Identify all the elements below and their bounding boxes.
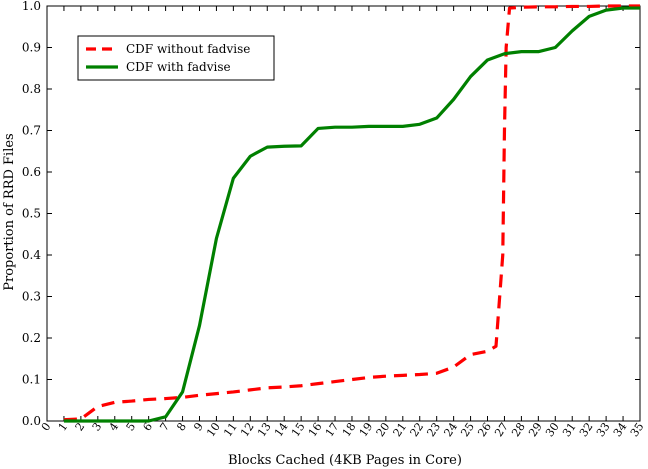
- x-tick-label: 30: [543, 420, 562, 439]
- x-tick-label: 14: [272, 420, 291, 439]
- y-tick-label: 0.5: [22, 207, 41, 221]
- y-tick-label: 1.0: [22, 0, 41, 13]
- x-tick-label: 32: [577, 420, 596, 439]
- x-tick-label: 8: [174, 420, 189, 433]
- x-tick-label: 29: [526, 420, 545, 439]
- x-tick-label: 11: [221, 420, 240, 439]
- y-axis-label: Proportion of RRD Files: [2, 133, 17, 290]
- y-tick-label: 0.2: [22, 331, 41, 345]
- y-tick-label: 0.8: [22, 82, 41, 96]
- y-tick-label: 0.9: [22, 41, 41, 55]
- x-tick-label: 20: [374, 420, 393, 439]
- x-tick-label: 21: [391, 420, 410, 439]
- x-tick-label: 10: [204, 420, 223, 439]
- x-tick-label: 24: [441, 420, 460, 439]
- x-tick-label: 35: [628, 420, 647, 439]
- x-tick-label: 31: [560, 420, 579, 439]
- series-line-1: [63, 4, 640, 422]
- series-line-2: [63, 6, 640, 423]
- legend-box: [77, 35, 275, 81]
- y-tick-label: 0.4: [22, 248, 41, 262]
- x-tick-label: 18: [340, 420, 359, 439]
- legend: CDF without fadvise CDF with fadvise: [77, 35, 275, 81]
- y-tick-label: 0.3: [22, 290, 41, 304]
- y-tick-label: 0.0: [22, 414, 41, 428]
- x-tick-label: 22: [408, 420, 427, 439]
- y-tick-label: 0.6: [22, 165, 41, 179]
- y-tick-label: 0.7: [22, 124, 41, 138]
- x-tick-label: 23: [424, 420, 443, 439]
- x-tick-label: 12: [238, 420, 257, 439]
- x-tick-label: 13: [255, 420, 274, 439]
- x-tick-label: 7: [157, 420, 172, 433]
- y-tick-label: 0.1: [22, 373, 41, 387]
- x-tick-label: 33: [594, 420, 613, 439]
- x-tick-label: 28: [509, 420, 528, 439]
- x-tick-label: 19: [357, 420, 376, 439]
- series-layer: [63, 4, 640, 423]
- x-tick-label: 27: [492, 420, 511, 439]
- x-tick-label: 34: [611, 420, 630, 439]
- x-tick-label: 26: [475, 420, 494, 439]
- x-tick-label: 16: [306, 420, 325, 439]
- legend-entry-1: CDF without fadvise: [126, 42, 250, 56]
- x-tick-label: 17: [323, 420, 342, 439]
- x-tick-label: 25: [458, 420, 477, 439]
- x-axis-label: Blocks Cached (4KB Pages in Core): [228, 453, 462, 468]
- x-tick-label: 15: [289, 420, 308, 439]
- legend-entry-2: CDF with fadvise: [126, 60, 231, 74]
